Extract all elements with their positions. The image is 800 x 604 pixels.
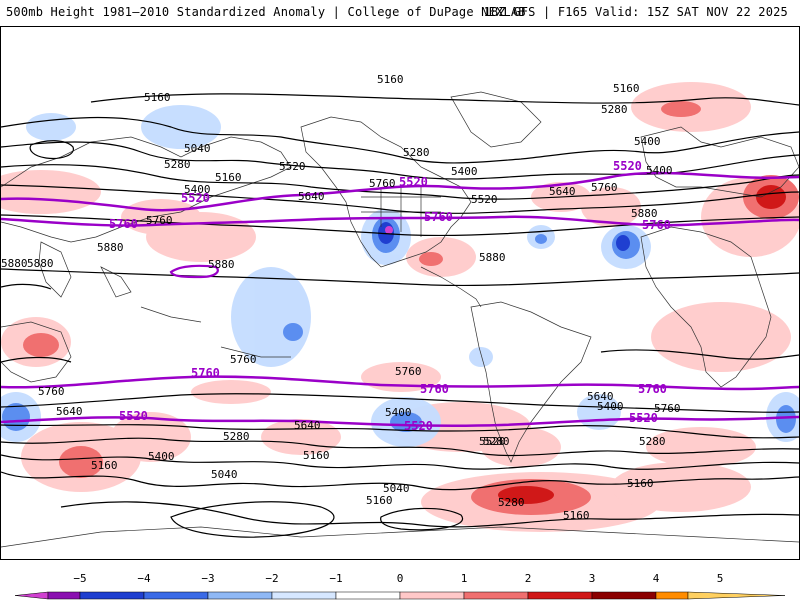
highlight-label: 5520 [181,191,210,205]
contour-label: 5880 [1,257,28,270]
anomaly-map: 5160 5160 5160 5160 5160 5160 5160 5160 … [1,73,799,548]
colorbar-segment [271,591,337,600]
highlight-label: 5520 [404,419,433,433]
colorbar-segment [591,591,657,600]
colorbar-tick-label: 4 [652,572,660,585]
contour-label: 5400 [597,400,624,413]
colorbar-segment [207,591,273,600]
contour-label: 5160 [627,477,654,490]
contour-label: 5760 [654,402,681,415]
colorbar-tick-label: 2 [524,572,532,585]
run-info: 18Z GFS | F165 Valid: 15Z SAT NOV 22 202… [483,5,788,19]
contour-label: 5520 [471,193,498,206]
contour-label: 5400 [634,135,661,148]
map-title: 500mb Height 1981–2010 Standardized Anom… [6,5,526,19]
height-contours [1,93,799,538]
colorbar-tick-label: −2 [265,572,279,585]
highlight-label: 5760 [191,366,220,380]
colorbar-arrow-right [687,591,786,600]
contour-label: 5880 [479,251,506,264]
colorbar-tick-label: −4 [137,572,151,585]
contour-label: 5160 [366,494,393,507]
contour-label: 5400 [385,406,412,419]
colorbar-tick-label: −5 [73,572,87,585]
contour-label: 5280 [164,158,191,171]
colorbar-tick-label: 5 [716,572,724,585]
contour-label: 5760 [591,181,618,194]
contour-label: 5400 [148,450,175,463]
coastlines [1,91,799,548]
contour-label: 5880 [208,258,235,271]
contour-label: 5160 [144,91,171,104]
colorbar-tick-label: −3 [201,572,215,585]
contour-label: 5520 [279,160,306,173]
colorbar-segments [14,591,786,600]
contour-label: 5280 [403,146,430,159]
contour-label: 5640 [298,190,325,203]
contour-label: 5040 [184,142,211,155]
colorbar-segment [463,591,529,600]
contour-label: 5040 [211,468,238,481]
highlight-label: 5760 [638,382,667,396]
contour-label: 5160 [563,509,590,522]
contour-label: 5760 [395,365,422,378]
contour-label: 5400 [646,164,673,177]
colorbar-segment [399,591,465,600]
contour-label: 5760 [369,177,396,190]
contour-label: 5400 [451,165,478,178]
contour-label: 5640 [294,419,321,432]
contour-label: 5160 [215,171,242,184]
contour-label: 5520 [479,435,506,448]
colorbar-arrow-left [14,591,49,600]
colorbar-segment [47,591,81,600]
contour-label: 5760 [146,214,173,227]
contour-label: 5280 [483,435,510,448]
contour-label: 5160 [613,82,640,95]
colorbar-segment [655,591,689,600]
highlight-label: 5760 [109,217,138,231]
contour-label: 5040 [383,482,410,495]
highlight-label: 5760 [420,382,449,396]
contour-label: 5880 [27,257,54,270]
highlight-label: 5760 [424,210,453,224]
contour-labels: 5160 5160 5160 5160 5160 5160 5160 5160 … [1,73,681,522]
contour-label: 5280 [601,103,628,116]
colorbar-segment [335,591,401,600]
contour-label: 5760 [38,385,65,398]
contour-label: 5400 [184,183,211,196]
contour-label: 5280 [639,435,666,448]
colorbar-segment [527,591,593,600]
contour-label: 5880 [631,207,658,220]
map-panel: 5160 5160 5160 5160 5160 5160 5160 5160 … [0,26,800,560]
colorbar-tick-label: 3 [588,572,596,585]
colorbar-segment [79,591,145,600]
contour-label: 5280 [223,430,250,443]
highlight-labels: 5520 5520 5520 5520 5520 5520 5760 5760 … [109,159,671,433]
colorbar-tick-label: 0 [396,572,404,585]
negative-anomaly-areas [1,105,799,447]
strong-positive-anomaly-areas [23,101,799,515]
colorbar-segment [143,591,209,600]
colorbar-svg [14,591,786,600]
highlight-label: 5760 [642,218,671,232]
contour-label: 5160 [377,73,404,86]
contour-label: 5880 [97,241,124,254]
colorbar-tick-label: 1 [460,572,468,585]
colorbar-tick-label: −1 [329,572,343,585]
contour-label: 5280 [498,496,525,509]
highlight-contours [1,171,799,428]
contour-label: 5640 [587,390,614,403]
contour-label: 5640 [549,185,576,198]
highlight-label: 5520 [629,411,658,425]
highlight-label: 5520 [119,409,148,423]
highlight-label: 5520 [399,175,428,189]
contour-label: 5760 [230,353,257,366]
contour-label: 5160 [303,449,330,462]
highlight-label: 5520 [613,159,642,173]
colorbar: −5 −4 −3 −2 −1 0 1 2 3 4 5 [0,572,800,600]
contour-label: 5640 [56,405,83,418]
contour-label: 5160 [91,459,118,472]
